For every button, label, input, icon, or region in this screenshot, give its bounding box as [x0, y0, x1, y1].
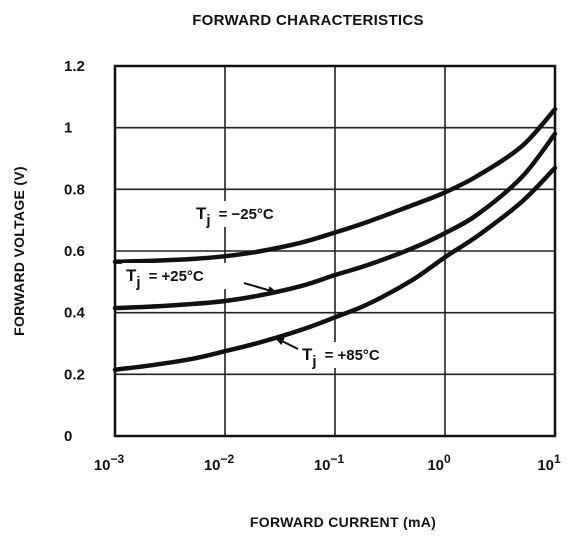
y-tick-label: 1: [64, 120, 72, 137]
chart-title: FORWARD CHARACTERISTICS: [192, 12, 424, 29]
y-tick-label: 1.2: [64, 58, 85, 75]
series-label-bg: [298, 342, 420, 368]
y-tick-label: 0.2: [64, 366, 85, 383]
y-tick-labels: 0 0.2 0.4 0.6 0.8 1 1.2: [64, 58, 86, 445]
x-axis-label: FORWARD CURRENT (mA): [250, 514, 436, 530]
series-line-2: [112, 165, 558, 372]
y-tick-label: 0.6: [64, 243, 85, 260]
series-label-2: Tj = +85°C: [302, 345, 380, 370]
series-label-bg: [122, 263, 244, 289]
x-tick-label: 10−3: [94, 452, 125, 474]
x-tick-label: 101: [537, 452, 561, 474]
series-annotations: Tj = −25°C Tj = +25°C Tj = +85°C: [122, 201, 420, 370]
y-tick-label: 0: [64, 428, 72, 445]
x-tick-label: 10−1: [314, 452, 345, 474]
series-line-1: [112, 131, 558, 311]
plot-frame: [113, 64, 557, 438]
series-lines: [112, 106, 558, 372]
series-label-0: Tj = −25°C: [196, 204, 274, 229]
series-label-bg: [192, 201, 312, 227]
y-tick-label: 0.8: [64, 181, 85, 198]
y-axis-label: FORWARD VOLTAGE (V): [11, 166, 27, 336]
series-label-arrowhead: [274, 337, 285, 345]
grid: [114, 65, 556, 437]
x-tick-label: 10−2: [204, 452, 235, 474]
x-tick-label: 100: [427, 452, 451, 474]
x-tick-labels: 10−3 10−2 10−1 100 101: [94, 452, 561, 474]
series-line-0: [112, 106, 558, 265]
series-label-1: Tj = +25°C: [126, 266, 204, 291]
series-label-arrowhead: [267, 286, 278, 294]
y-tick-label: 0.4: [64, 305, 86, 322]
